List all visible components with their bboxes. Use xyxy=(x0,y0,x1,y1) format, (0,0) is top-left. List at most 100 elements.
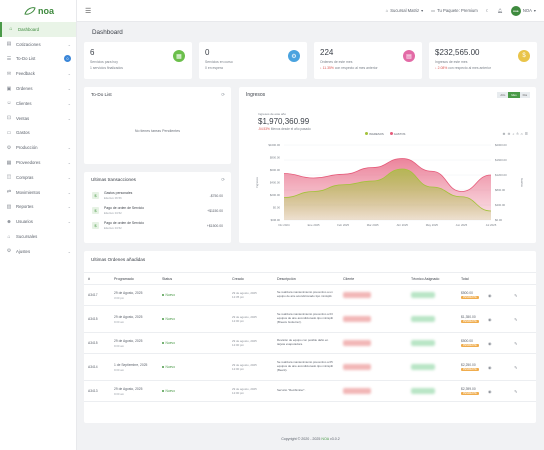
sidebar-item-sucursales[interactable]: ⌂ Sucursales xyxy=(0,229,76,244)
sidebar-item-cotizaciones[interactable]: ▤ Cotizaciones ⌄ xyxy=(0,37,76,52)
stat-card[interactable]: 6 Servicios para hoy 1 servicios finaliz… xyxy=(84,42,192,79)
sidebar-item-reportes[interactable]: ▥ Reportes ⌄ xyxy=(0,200,76,215)
sidebar-item-dashboard[interactable]: ⌂ Dashboard xyxy=(0,22,76,37)
hand-icon[interactable]: ✋︎ xyxy=(516,132,519,136)
order-status: Nuevo xyxy=(158,353,228,381)
view-action[interactable]: ◉ xyxy=(484,332,511,354)
sidebar-item-movimientos[interactable]: ⇄ Movimientos ⌄ xyxy=(0,185,76,200)
sidebar-item-compras[interactable]: ◫ Compras ⌄ xyxy=(0,170,76,185)
transaction-item[interactable]: $ Gastos personales Efectivo 06:56 -$750.… xyxy=(84,188,231,203)
edit-icon[interactable]: ✎ xyxy=(514,292,518,298)
sidebar-item-proveedores[interactable]: ▦ Proveedores ⌄ xyxy=(0,155,76,170)
order-id[interactable]: A3417 xyxy=(84,284,110,306)
payment-badge: PENDIENTE xyxy=(461,344,479,347)
money-icon: $ xyxy=(92,222,99,229)
branch-selector[interactable]: ⌂ Sucursal Matriz ▾ xyxy=(386,8,424,13)
sidebar-item-producci-n[interactable]: ⚙ Producción ⌄ xyxy=(0,140,76,155)
legend-item[interactable]: GASTOS xyxy=(389,132,405,136)
period-option[interactable]: Mes xyxy=(508,92,520,98)
edit-icon[interactable]: ✎ xyxy=(514,340,518,346)
column-header[interactable]: Cliente xyxy=(339,272,407,285)
eye-icon[interactable]: ◉ xyxy=(488,316,492,322)
home-icon[interactable]: ⌂ xyxy=(520,132,523,136)
zoom-out-icon[interactable]: ⊖ xyxy=(507,132,511,136)
edit-action[interactable]: ✎ xyxy=(510,380,536,402)
order-id[interactable]: A3415 xyxy=(84,305,110,333)
zoom-in-icon[interactable]: ⊕ xyxy=(502,132,506,136)
sidebar-item-label: Clientes xyxy=(16,100,32,106)
view-action[interactable]: ◉ xyxy=(484,353,511,381)
table-row[interactable]: A3415 29 de Agosto, 2025 9:00 am Nuevo 29… xyxy=(84,305,536,333)
footer-brand-link[interactable]: NOA xyxy=(321,437,329,441)
edit-icon[interactable]: ✎ xyxy=(514,316,518,322)
edit-action[interactable]: ✎ xyxy=(510,284,536,306)
stat-card[interactable]: $232,565.00 Ingresos de este mes ↓ 2.08%… xyxy=(429,42,537,79)
order-description: Servicio "Recibimiter". xyxy=(273,380,339,402)
view-action[interactable]: ◉ xyxy=(484,284,511,306)
period-option[interactable]: Día xyxy=(519,92,530,98)
view-action[interactable]: ◉ xyxy=(484,380,511,402)
stat-card[interactable]: 224 Ordenes de este mes ↓ 11.35% con res… xyxy=(314,42,422,79)
sidebar-item-usuarios[interactable]: ☻ Usuarios ⌄ xyxy=(0,214,76,229)
sidebar-item-gastos[interactable]: ▭ Gastos xyxy=(0,126,76,141)
column-header[interactable]: Total xyxy=(457,272,484,285)
order-id[interactable]: A3413 xyxy=(84,380,110,402)
search-icon[interactable]: ⌕ xyxy=(512,132,515,136)
edit-icon[interactable]: ✎ xyxy=(514,364,518,370)
sidebar-item-label: Compras xyxy=(16,174,34,180)
column-header[interactable]: Descripción xyxy=(273,272,339,285)
edit-icon[interactable]: ✎ xyxy=(514,388,518,394)
column-header[interactable]: Programado xyxy=(110,272,158,285)
sidebar-item-ajustes[interactable]: ⚙ Ajustes ⌄ xyxy=(0,244,76,259)
sidebar-item-feedback[interactable]: ✉ Feedback ⌄ xyxy=(0,66,76,81)
edit-action[interactable]: ✎ xyxy=(510,305,536,333)
eye-icon[interactable]: ◉ xyxy=(488,340,492,346)
eye-icon[interactable]: ◉ xyxy=(488,292,492,298)
transaction-item[interactable]: $ Pago de orden de Servicio Efectivo 04:5… xyxy=(84,218,231,233)
table-row[interactable]: A3417 29 de Agosto, 2025 3:00 pm Nuevo 29… xyxy=(84,284,536,306)
menu-toggle-icon[interactable]: ☰ xyxy=(85,7,92,15)
column-header[interactable]: Técnico Asignado xyxy=(407,272,457,285)
column-header[interactable]: # xyxy=(84,272,110,285)
column-header[interactable]: Status xyxy=(158,272,228,285)
y-tick-label-right: $1600.00 xyxy=(495,158,507,162)
moon-icon[interactable]: ☾ xyxy=(485,8,490,13)
edit-action[interactable]: ✎ xyxy=(510,353,536,381)
income-card: Ingresos Año Mes Día Ingresos de este año … xyxy=(239,87,536,243)
transaction-item[interactable]: $ Pago de orden de Servicio Efectivo 04:5… xyxy=(84,203,231,218)
sidebar-item-ordenes[interactable]: ▣ Ordenes ⌄ xyxy=(0,81,76,96)
plan-indicator[interactable]: ▭ Tu Paquete: Premium xyxy=(431,8,478,13)
eye-icon[interactable]: ◉ xyxy=(488,364,492,370)
sidebar-item-to-do-list[interactable]: ☰ To-Do List 0 xyxy=(0,52,76,67)
todo-title: To-Do List xyxy=(91,92,112,97)
series-area-ingresos[interactable] xyxy=(284,169,491,220)
bell-icon[interactable]: 🔔︎ xyxy=(497,7,503,13)
column-header[interactable]: Creado xyxy=(228,272,273,285)
legend-item[interactable]: INGRESOS xyxy=(365,132,384,136)
stat-icon: ▦ xyxy=(173,50,185,62)
order-id[interactable]: A3415 xyxy=(84,332,110,354)
bag-icon: ◫ xyxy=(6,174,12,181)
order-description: Revisión de equipo con posible daño en t… xyxy=(273,332,339,354)
sidebar-item-label: Reportes xyxy=(16,204,34,210)
table-row[interactable]: A3414 1 de Septiembre, 2025 9:00 am Nuevo… xyxy=(84,353,536,381)
table-row[interactable]: A3415 29 de Agosto, 2025 9:00 am Nuevo 29… xyxy=(84,332,536,354)
chevron-down-icon: ▾ xyxy=(533,8,536,13)
table-row[interactable]: A3413 29 de Agosto, 2025 9:00 am Nuevo 29… xyxy=(84,380,536,402)
order-total: $2,250.00 PENDIENTE xyxy=(457,353,484,381)
order-id[interactable]: A3414 xyxy=(84,353,110,381)
sidebar-item-clientes[interactable]: ☺ Clientes ⌄ xyxy=(0,96,76,111)
refresh-icon[interactable]: ⟳ xyxy=(221,177,225,182)
topbar-actions: ⌂ Sucursal Matriz ▾ ▭ Tu Paquete: Premiu… xyxy=(386,5,536,16)
sidebar-item-ventas[interactable]: ⊡ Ventas ⌄ xyxy=(0,111,76,126)
menu-icon[interactable]: ☰ xyxy=(524,132,528,136)
refresh-icon[interactable]: ⟳ xyxy=(221,92,225,97)
eye-icon[interactable]: ◉ xyxy=(488,388,492,394)
edit-action[interactable]: ✎ xyxy=(510,332,536,354)
user-menu[interactable]: noa NOA ▾ xyxy=(510,5,536,16)
period-option[interactable]: Año xyxy=(497,92,509,98)
payment-badge: PENDIENTE xyxy=(461,392,479,395)
stat-card[interactable]: 0 Servicios en curso 0 en espera ⚙ xyxy=(199,42,307,79)
logo[interactable]: noa xyxy=(0,0,76,22)
view-action[interactable]: ◉ xyxy=(484,305,511,333)
